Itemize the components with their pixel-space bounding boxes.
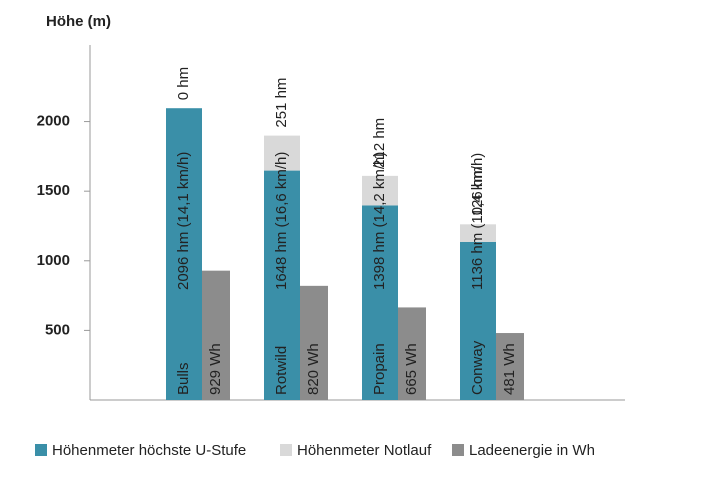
- bar: [460, 224, 496, 242]
- bar: [362, 205, 398, 400]
- value-label: 665 Wh: [403, 343, 420, 395]
- value-label: 1398 hm (14,2 km/h): [371, 152, 388, 290]
- category-label: Conway: [469, 340, 486, 395]
- y-tick-label: 500: [45, 321, 70, 338]
- legend-label: Ladeenergie in Wh: [469, 442, 595, 459]
- value-label: 251 hm: [273, 78, 290, 128]
- category-label: Bulls: [175, 362, 192, 395]
- value-label: 212 hm: [371, 118, 388, 168]
- chart-title: Höhe (m): [46, 13, 111, 30]
- y-tick-label: 2000: [37, 113, 70, 130]
- value-label: 1648 hm (16,6 km/h): [273, 152, 290, 290]
- value-label: 929 Wh: [207, 343, 224, 395]
- bar: [460, 241, 496, 400]
- value-label: 0 hm: [175, 67, 192, 100]
- legend-label: Höhenmeter Notlauf: [297, 442, 432, 459]
- bar: [362, 175, 398, 206]
- bar: [264, 170, 300, 400]
- category-label: Propain: [371, 343, 388, 395]
- bar: [166, 108, 202, 400]
- bar: [264, 135, 300, 171]
- legend-swatch: [35, 444, 47, 456]
- bar: [300, 285, 328, 400]
- legend-label: Höhenmeter höchste U-Stufe: [52, 442, 246, 459]
- y-tick-label: 1000: [37, 252, 70, 269]
- y-tick-label: 1500: [37, 182, 70, 199]
- value-label: 820 Wh: [305, 343, 322, 395]
- bar: [398, 307, 426, 400]
- value-label: 1136 hm (10,4 km/h): [469, 153, 486, 290]
- bar: [202, 270, 230, 400]
- value-label: 126 hm: [469, 166, 486, 216]
- legend-swatch: [280, 444, 292, 456]
- value-label: 2096 hm (14,1 km/h): [175, 152, 192, 290]
- legend-swatch: [452, 444, 464, 456]
- value-label: 481 Wh: [501, 343, 518, 395]
- category-label: Rotwild: [273, 346, 290, 395]
- bar: [496, 333, 524, 400]
